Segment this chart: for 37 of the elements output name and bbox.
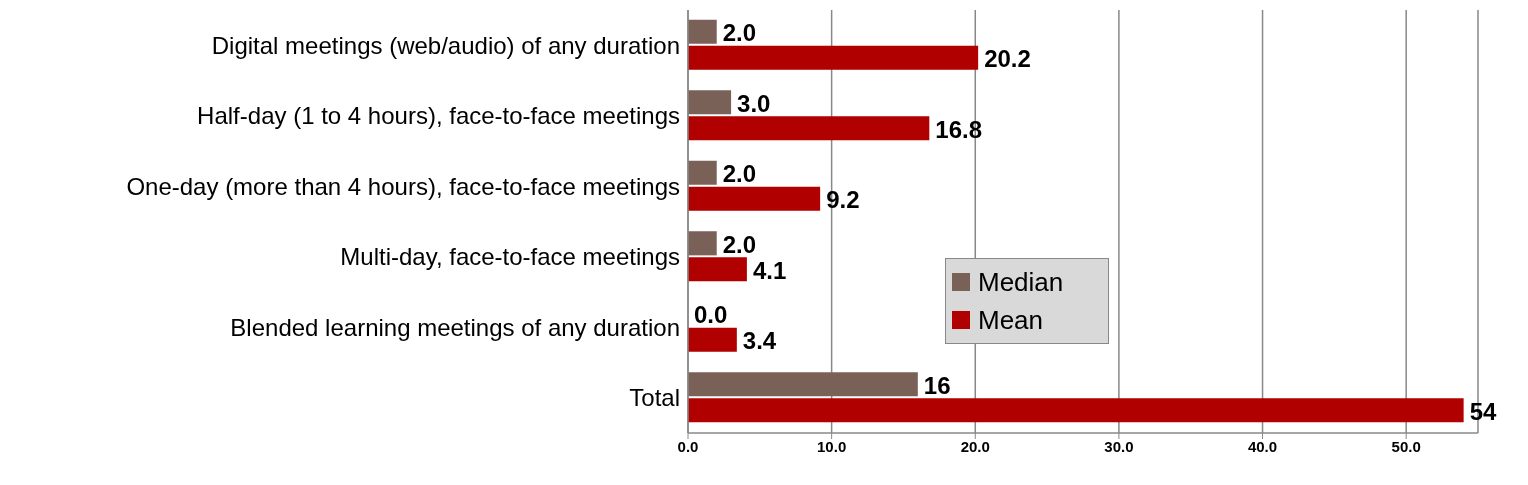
- bar: [688, 160, 717, 185]
- x-tick-label: 40.0: [1247, 437, 1278, 455]
- bar: [688, 116, 930, 141]
- data-label: 2.0: [722, 160, 757, 188]
- legend-label: Median: [978, 266, 1064, 299]
- x-tick-label: 30.0: [1104, 437, 1134, 455]
- x-tick-label: 10.0: [817, 437, 847, 455]
- bar: [688, 398, 1464, 423]
- data-label: 2.0: [722, 230, 757, 258]
- y-tick-label: Multi-day, face-to-face meetings: [340, 243, 680, 271]
- bar: [688, 19, 717, 44]
- data-label: 16: [923, 371, 951, 399]
- data-label: 3.4: [742, 327, 777, 355]
- y-tick-label: Blended learning meetings of any duration: [230, 313, 680, 341]
- bar: [688, 90, 732, 115]
- data-label: 3.0: [737, 89, 771, 117]
- y-tick-label: Total: [629, 384, 680, 412]
- x-tick-label: 20.0: [960, 437, 990, 455]
- data-label: 4.1: [752, 256, 787, 284]
- legend-label: Mean: [978, 304, 1044, 337]
- data-label: 20.2: [984, 45, 1031, 73]
- bar: [688, 372, 918, 397]
- bar: [688, 45, 979, 70]
- bar: [688, 186, 821, 211]
- y-tick-label: One-day (more than 4 hours), face-to-face meetings: [126, 172, 680, 200]
- bar: [688, 327, 737, 352]
- bar: [688, 231, 717, 256]
- x-tick-label: 0.0: [677, 437, 699, 455]
- bar: [688, 257, 747, 282]
- data-label: 2.0: [722, 19, 757, 47]
- x-tick-label: 50.0: [1391, 437, 1421, 455]
- data-label: 16.8: [935, 115, 983, 143]
- data-label: 0.0: [694, 301, 728, 329]
- data-label: 9.2: [826, 186, 860, 214]
- y-tick-label: Half-day (1 to 4 hours), face-to-face meetings: [197, 102, 680, 130]
- data-label: 54: [1469, 397, 1497, 425]
- y-tick-label: Digital meetings (web/audio) of any duration: [211, 31, 680, 59]
